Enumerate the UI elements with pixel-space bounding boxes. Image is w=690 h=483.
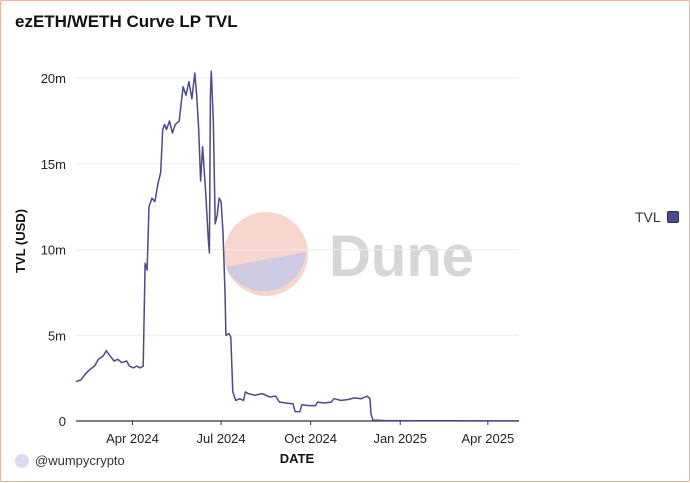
y-tick-label: 15m: [41, 157, 66, 172]
y-tick-label: 20m: [41, 71, 66, 86]
y-tick-label: 10m: [41, 243, 66, 258]
x-axis: Apr 2024 Jul 2024 Oct 2024 Jan 2025 Apr 2025: [106, 421, 514, 446]
series-layer: [75, 70, 520, 422]
series-line-tvl[interactable]: [75, 70, 520, 422]
attribution[interactable]: @wumpycrypto: [15, 453, 125, 468]
dune-logo-lower-half: [226, 252, 306, 292]
x-tick-label: Jul 2024: [196, 431, 245, 446]
x-tick-label: Oct 2024: [284, 431, 337, 446]
legend[interactable]: TVL: [635, 209, 679, 225]
y-axis-title: TVL (USD): [13, 209, 28, 273]
attribution-handle: @wumpycrypto: [35, 453, 125, 468]
y-tick-label: 5m: [48, 328, 66, 343]
legend-swatch: [666, 211, 679, 223]
x-tick-label: Apr 2025: [461, 431, 514, 446]
legend-label: TVL: [635, 209, 661, 225]
gridlines: [76, 77, 519, 422]
user-avatar-icon: [15, 453, 29, 468]
x-tick-label: Jan 2025: [373, 431, 427, 446]
y-tick-label: 0: [59, 414, 66, 429]
dune-watermark-text: Dune: [329, 224, 474, 289]
dune-watermark: Dune: [224, 212, 474, 296]
x-tick-label: Apr 2024: [106, 431, 159, 446]
x-axis-title: DATE: [280, 451, 315, 466]
chart-title: ezETH/WETH Curve LP TVL: [15, 12, 238, 31]
y-axis: 0 5m 10m 15m 20m: [41, 71, 66, 429]
